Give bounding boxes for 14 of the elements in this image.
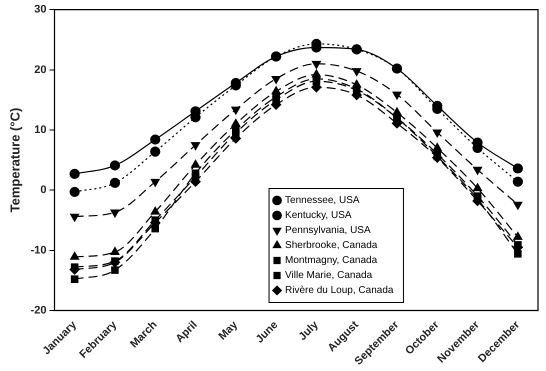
y-tick-label: 0	[40, 184, 46, 196]
y-tick-label: 10	[34, 124, 46, 136]
legend-label: Rivère du Loup, Canada	[285, 285, 394, 296]
legend-label: Ville Marie, Canada	[285, 270, 373, 282]
legend-label: Sherbrooke, Canada	[285, 240, 378, 252]
y-tick-label: -10	[30, 244, 46, 256]
y-tick-label: 30	[34, 4, 46, 16]
y-axis-title: Temperature (°C)	[7, 108, 22, 212]
legend-label: Kentucky, USA	[285, 210, 352, 222]
y-tick-label: 20	[34, 64, 46, 76]
legend-label: Montmagny, Canada	[285, 255, 378, 266]
legend-label: Tennessee, USA	[285, 195, 360, 206]
y-tick-label: -20	[30, 304, 46, 316]
legend-label: Pennsylvania, USA	[285, 225, 371, 236]
